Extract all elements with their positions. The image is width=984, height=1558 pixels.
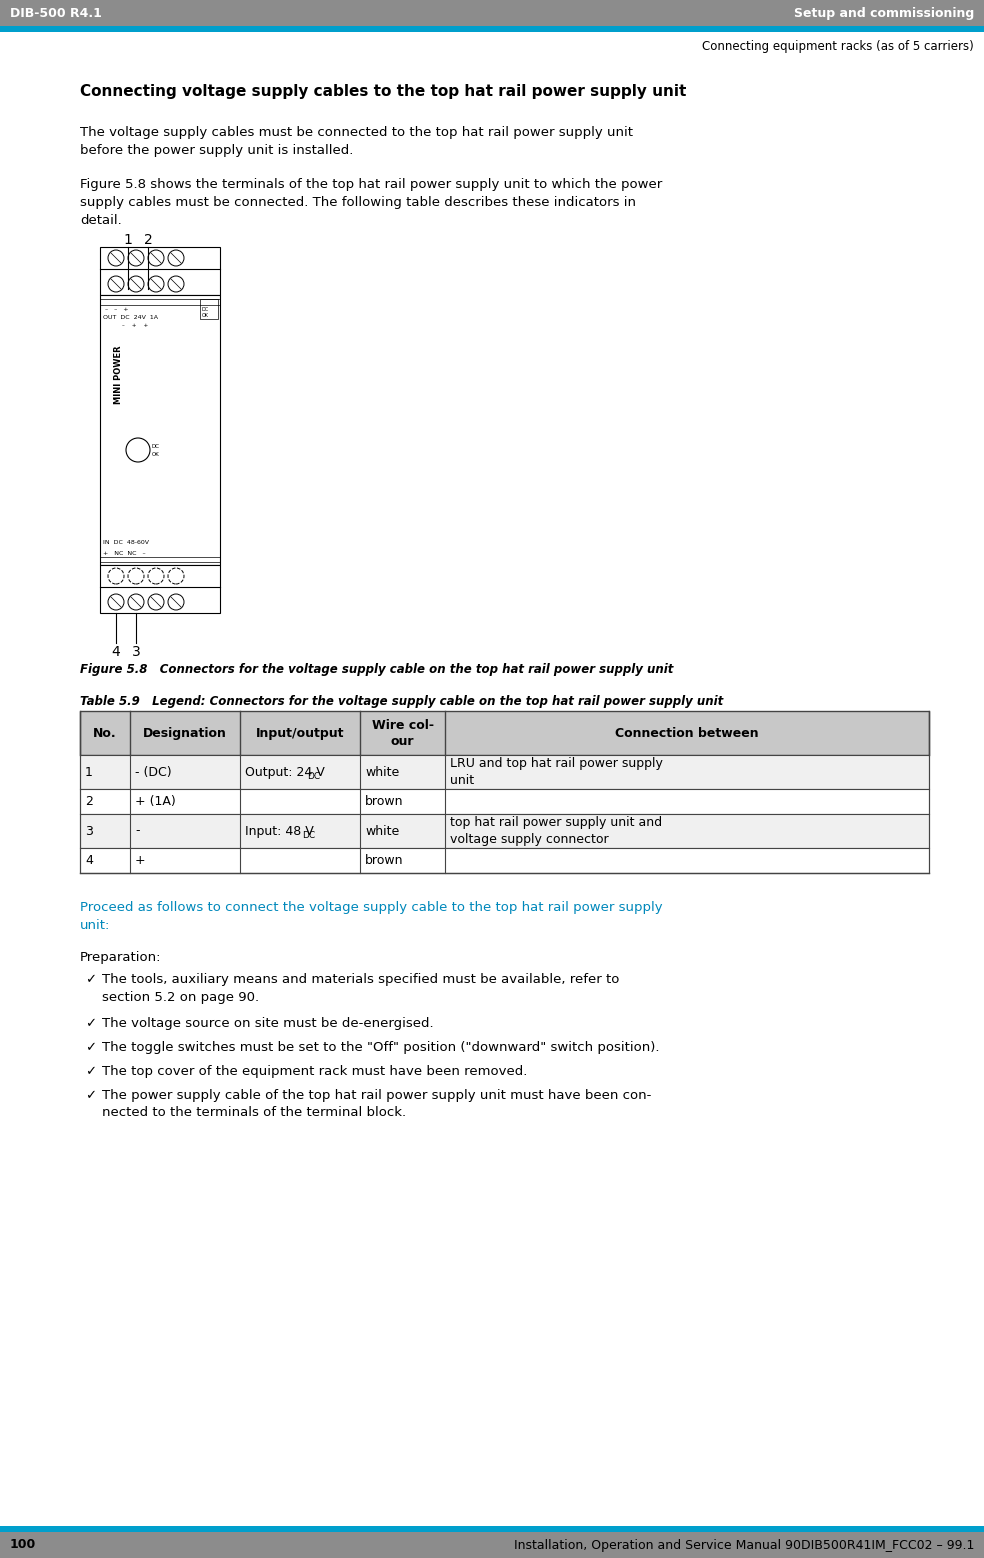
Text: Designation: Designation (143, 726, 227, 740)
Circle shape (168, 594, 184, 611)
Bar (0, 1532, 984, 1558)
Text: Wire col-
our: Wire col- our (372, 718, 434, 748)
Text: The tools, auxiliary means and materials specified must be available, refer to
s: The tools, auxiliary means and materials… (102, 974, 619, 1003)
Bar (0, 0, 984, 26)
Circle shape (148, 276, 164, 291)
Text: DIB-500 R4.1: DIB-500 R4.1 (10, 6, 102, 20)
Bar (0, 26, 984, 33)
Text: Connection between: Connection between (615, 726, 759, 740)
Text: Table 5.9   Legend: Connectors for the voltage supply cable on the top hat rail : Table 5.9 Legend: Connectors for the vol… (80, 695, 723, 707)
Circle shape (148, 594, 164, 611)
Text: The power supply cable of the top hat rail power supply unit must have been con-: The power supply cable of the top hat ra… (102, 1089, 651, 1120)
Text: MINI POWER: MINI POWER (114, 346, 123, 405)
Circle shape (148, 569, 164, 584)
Text: ✓: ✓ (85, 974, 96, 986)
Text: Input/output: Input/output (256, 726, 344, 740)
Text: ✓: ✓ (85, 1089, 96, 1102)
Circle shape (128, 569, 144, 584)
Text: DC: DC (202, 307, 210, 312)
Circle shape (168, 569, 184, 584)
Circle shape (168, 249, 184, 266)
Text: + (1A): + (1A) (135, 795, 176, 809)
Text: -: - (135, 824, 140, 838)
Text: DC: DC (302, 830, 315, 840)
Circle shape (108, 569, 124, 584)
Text: ✓: ✓ (85, 1066, 96, 1078)
Text: IN  DC  48-60V: IN DC 48-60V (103, 541, 149, 545)
Text: +: + (135, 854, 146, 866)
Text: Figure 5.8 shows the terminals of the top hat rail power supply unit to which th: Figure 5.8 shows the terminals of the to… (80, 178, 662, 227)
Text: Connecting voltage supply cables to the top hat rail power supply unit: Connecting voltage supply cables to the … (80, 84, 687, 100)
Text: white: white (365, 765, 400, 779)
Text: OK: OK (202, 313, 209, 318)
Bar (80, 756, 929, 788)
Text: The voltage source on site must be de-energised.: The voltage source on site must be de-en… (102, 1017, 434, 1030)
Text: brown: brown (365, 854, 403, 866)
Text: DC: DC (152, 444, 160, 449)
Text: Input: 48 V: Input: 48 V (245, 824, 314, 838)
Text: Connecting equipment racks (as of 5 carriers): Connecting equipment racks (as of 5 carr… (703, 41, 974, 53)
Text: –    +    +: – + + (122, 323, 149, 329)
Text: 4: 4 (85, 854, 92, 866)
Text: Figure 5.8   Connectors for the voltage supply cable on the top hat rail power s: Figure 5.8 Connectors for the voltage su… (80, 664, 673, 676)
Circle shape (168, 276, 184, 291)
Bar (100, 248, 220, 294)
Bar (80, 848, 929, 872)
Text: DC: DC (307, 771, 321, 781)
Text: ✓: ✓ (85, 1041, 96, 1055)
Text: white: white (365, 824, 400, 838)
Bar (80, 710, 929, 756)
Circle shape (128, 249, 144, 266)
Circle shape (148, 249, 164, 266)
Text: top hat rail power supply unit and
voltage supply connector: top hat rail power supply unit and volta… (450, 816, 662, 846)
Text: 1: 1 (124, 234, 133, 248)
Circle shape (128, 276, 144, 291)
Circle shape (108, 276, 124, 291)
Bar (100, 294, 220, 566)
Bar (100, 566, 220, 612)
Bar (80, 788, 929, 813)
Text: 100: 100 (10, 1538, 36, 1552)
Text: 4: 4 (111, 645, 120, 659)
Bar (80, 710, 929, 756)
Text: +   NC  NC   –: + NC NC – (103, 552, 146, 556)
Text: Preparation:: Preparation: (80, 950, 161, 964)
Text: brown: brown (365, 795, 403, 809)
Text: OK: OK (152, 452, 159, 456)
Text: LRU and top hat rail power supply
unit: LRU and top hat rail power supply unit (450, 757, 663, 787)
Text: OUT  DC  24V  1A: OUT DC 24V 1A (103, 315, 158, 319)
Bar (0, 1525, 984, 1532)
Text: ✓: ✓ (85, 1017, 96, 1030)
Circle shape (108, 249, 124, 266)
Bar (80, 813, 929, 848)
Bar (200, 299, 218, 319)
Text: 3: 3 (85, 824, 92, 838)
Text: 2: 2 (85, 795, 92, 809)
Text: Proceed as follows to connect the voltage supply cable to the top hat rail power: Proceed as follows to connect the voltag… (80, 901, 662, 932)
Text: Installation, Operation and Service Manual 90DIB500R41IM_FCC02 – 99.1: Installation, Operation and Service Manu… (514, 1538, 974, 1552)
Text: Output: 24 V: Output: 24 V (245, 765, 325, 779)
Circle shape (128, 594, 144, 611)
Text: Setup and commissioning: Setup and commissioning (794, 6, 974, 20)
Text: The voltage supply cables must be connected to the top hat rail power supply uni: The voltage supply cables must be connec… (80, 126, 633, 157)
Text: The top cover of the equipment rack must have been removed.: The top cover of the equipment rack must… (102, 1066, 527, 1078)
Text: 2: 2 (144, 234, 153, 248)
Text: 3: 3 (132, 645, 141, 659)
Text: 1: 1 (85, 765, 92, 779)
Text: - (DC): - (DC) (135, 765, 171, 779)
Circle shape (126, 438, 150, 463)
Text: –   –   +: – – + (105, 307, 129, 312)
Text: No.: No. (93, 726, 117, 740)
Text: The toggle switches must be set to the "Off" position ("downward" switch positio: The toggle switches must be set to the "… (102, 1041, 659, 1055)
Circle shape (108, 594, 124, 611)
